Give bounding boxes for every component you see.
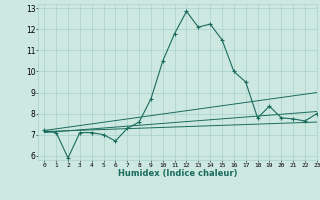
X-axis label: Humidex (Indice chaleur): Humidex (Indice chaleur) xyxy=(118,169,237,178)
